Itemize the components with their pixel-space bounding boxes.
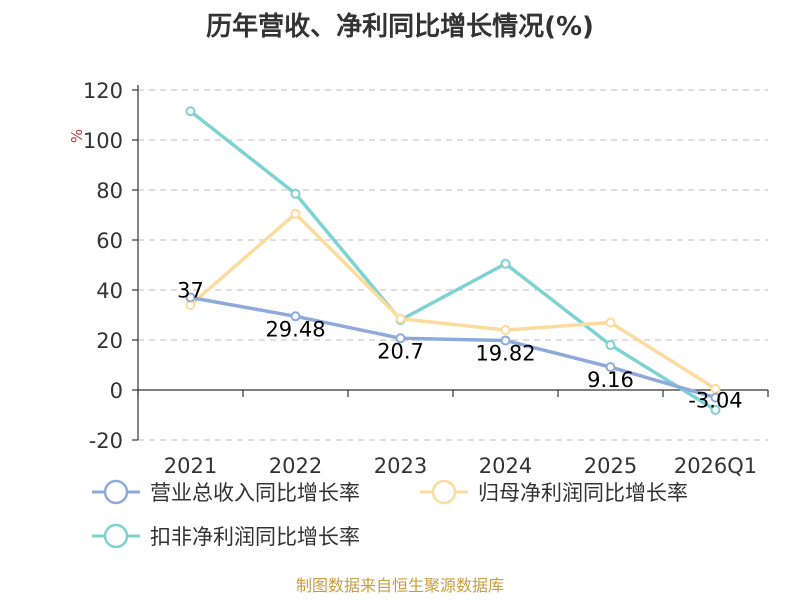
x-tick-label: 2022 — [269, 454, 322, 478]
legend-marker — [103, 523, 129, 549]
series-line-2 — [189, 109, 717, 412]
y-tick-label: -20 — [89, 429, 123, 453]
data-point — [500, 335, 511, 346]
axes: 120 100 80 60 40 20 0 -20 2021 2022 2023 2024 2025 20… — [68, 79, 769, 478]
data-label: 9.16 — [587, 368, 634, 392]
data-point — [710, 405, 721, 415]
legend-item-1[interactable]: 归母净利润同比增长率 — [420, 479, 688, 505]
data-point — [500, 325, 511, 335]
data-point — [290, 311, 301, 322]
y-tick-label: 20 — [96, 329, 123, 353]
data-point — [290, 188, 301, 199]
data-point — [395, 333, 406, 344]
y-axis-label: % — [68, 129, 86, 143]
data-label: 29.48 — [265, 317, 325, 341]
data-label: -3.04 — [688, 389, 742, 413]
legend-item-0[interactable]: 营业总收入同比增长率 — [92, 479, 360, 505]
series-line-0 — [190, 295, 716, 400]
data-label: 37 — [177, 279, 204, 303]
data-point — [605, 317, 616, 328]
y-tick-label: 100 — [83, 129, 123, 153]
x-tick-label: 2024 — [479, 454, 532, 478]
x-tick-label: 2023 — [374, 454, 427, 478]
grid — [138, 89, 768, 441]
y-tick-label: 120 — [83, 79, 123, 103]
data-point — [290, 208, 301, 219]
data-point — [605, 362, 616, 373]
y-tick-label: 0 — [110, 379, 123, 403]
source-note: 制图数据来自恒生聚源数据库 — [295, 576, 504, 595]
chart-title: 历年营收、净利同比增长情况(%) — [206, 12, 594, 42]
x-tick-label: 2021 — [164, 454, 217, 478]
y-tick-label: 40 — [96, 279, 123, 303]
series-lines — [185, 106, 721, 415]
legend-marker — [103, 479, 129, 505]
data-label: 19.82 — [475, 341, 535, 365]
x-tick-label: 2025 — [584, 454, 637, 478]
y-tick-label: 60 — [96, 229, 123, 253]
legend-marker — [431, 479, 457, 505]
data-point — [185, 106, 196, 117]
data-point — [710, 392, 721, 403]
data-point — [395, 313, 406, 324]
data-label: 20.7 — [377, 339, 424, 363]
legend-label: 归母净利润同比增长率 — [478, 481, 688, 505]
series-line-1 — [189, 212, 717, 391]
data-point — [500, 258, 511, 269]
legend-label: 扣非净利润同比增长率 — [150, 525, 360, 549]
legend-item-2[interactable]: 扣非净利润同比增长率 — [92, 523, 360, 549]
data-point — [185, 292, 196, 303]
data-labels: 37 29.48 20.7 19.82 9.16 -3.04 — [177, 279, 743, 413]
legend-label: 营业总收入同比增长率 — [150, 481, 360, 505]
x-tick-label: 2026Q1 — [674, 454, 757, 478]
data-point — [605, 340, 616, 350]
y-tick-label: 80 — [96, 179, 123, 203]
